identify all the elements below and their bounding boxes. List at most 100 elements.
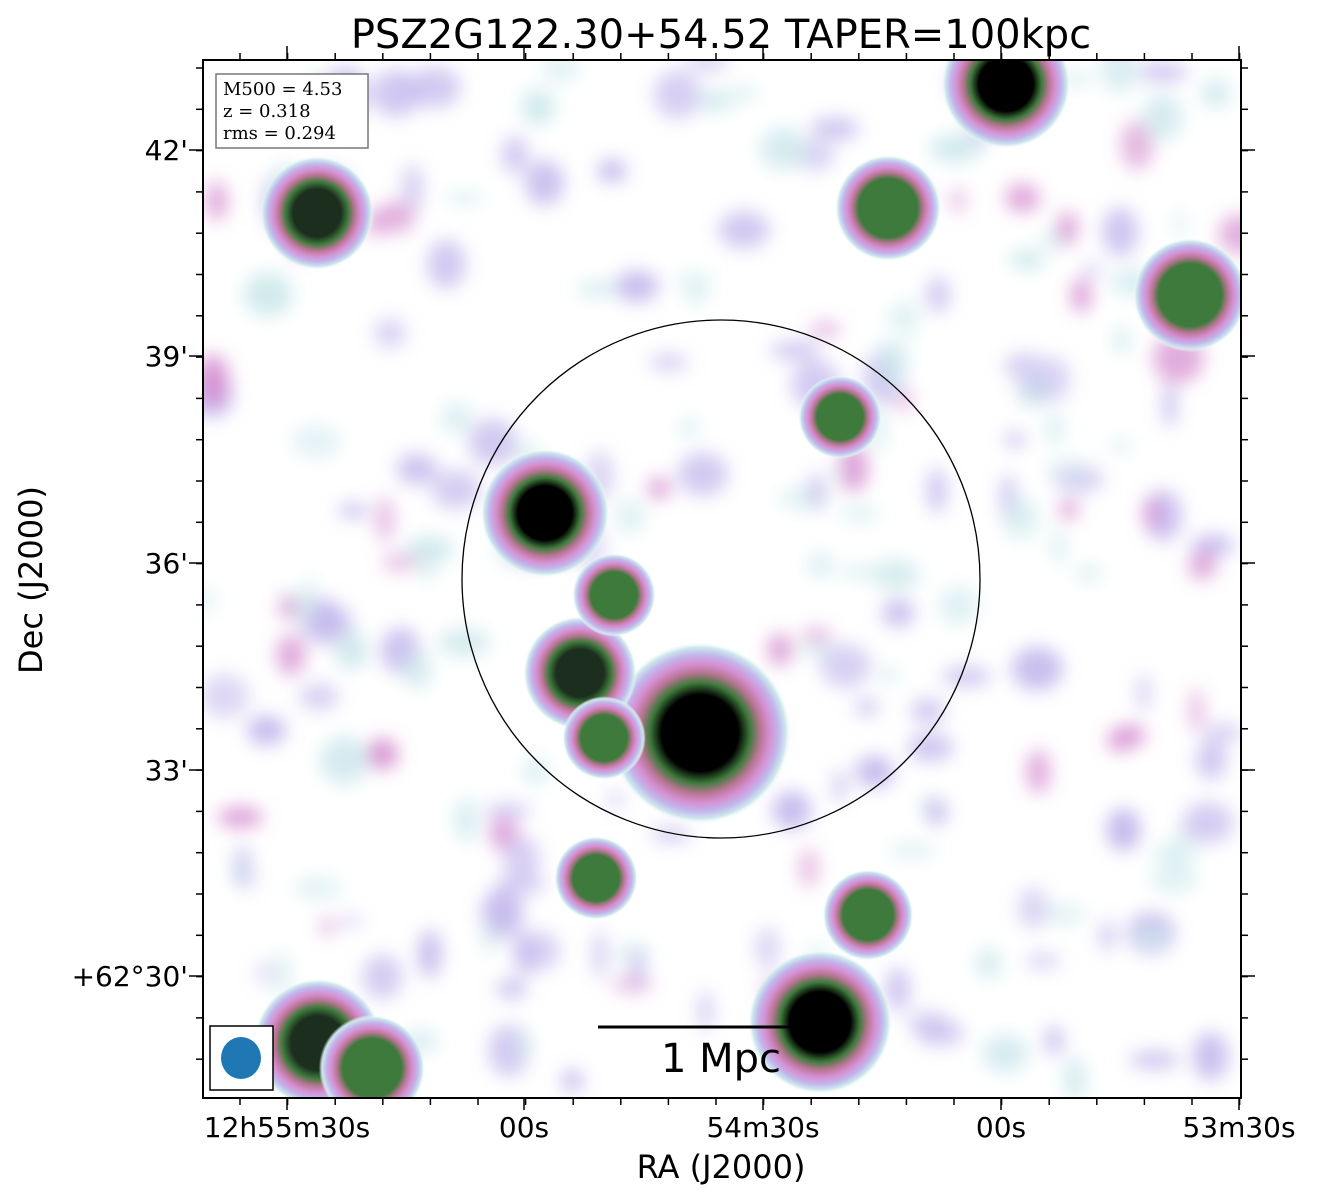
noise-blob [1011,646,1063,691]
noise-blob [1047,412,1061,446]
source-bottom-elongated [822,869,914,961]
noise-blob [276,634,306,676]
noise-blob [1109,438,1132,454]
noise-blob [1071,278,1091,313]
source-central-lower [562,696,646,780]
noise-blob [755,926,780,971]
noise-blob [610,977,653,992]
noise-blob [597,159,627,183]
x-tick-label: 54m30s [706,1111,819,1144]
noise-blob [810,322,841,336]
noise-blob [767,633,793,666]
axis-ticks [189,46,1255,1110]
noise-blob [697,90,731,112]
noise-blob [614,270,659,302]
noise-blob [375,496,395,543]
noise-blob [542,60,580,83]
source-far-right [1133,238,1241,352]
source-central-upper [480,448,610,578]
noise-blob [203,354,229,406]
noise-blob [1005,431,1025,448]
noise-blob [833,768,846,804]
y-tick-label: +62°30' [72,960,188,993]
noise-blob [653,70,701,119]
noise-blob [1044,1026,1064,1055]
noise-blob [417,538,439,582]
noise-blob [1135,926,1167,949]
noise-blob [445,191,484,205]
noise-blob [1189,688,1204,733]
noise-blob [367,738,398,770]
noise-blob [686,60,728,73]
noise-blob [243,272,293,317]
noise-blob [916,1020,965,1046]
noise-blob [879,667,899,683]
noise-blob [1082,263,1102,278]
noise-blob [381,553,419,572]
noise-blob [320,916,336,937]
noise-blob [1102,207,1139,257]
y-tick-label: 39' [145,340,188,373]
noise-blob [902,297,918,339]
noise-blob [927,467,947,514]
noise-blob [1004,353,1045,380]
noise-blob [468,418,518,466]
source-central-bright [608,641,792,825]
noise-blob [403,650,431,689]
source-upper-middle [834,154,942,262]
chart-title: PSZ2G122.30+54.52 TAPER=100kpc [351,12,1091,58]
source-top-left [260,156,374,270]
noise-blob [647,477,671,500]
noise-blob [1195,740,1227,780]
noise-blob [1137,64,1189,81]
noise-blob [1115,326,1129,355]
noise-blob [855,755,894,788]
noise-blob [238,873,256,886]
noise-blob [809,472,825,510]
noise-blob [615,499,646,534]
x-tick-label: 00s [976,1111,1026,1144]
noise-blob [362,954,403,1000]
y-tick-label: 36' [145,547,188,580]
y-axis-label: Dec (J2000) [12,486,50,674]
noise-blob [431,469,481,510]
noise-blob [1018,887,1049,929]
noise-blob [481,920,498,954]
noise-blob [206,181,227,221]
noise-blob [724,85,759,102]
source-bottom-left-b [318,1014,426,1098]
noise-blob [975,947,1002,979]
noise-blob [338,503,369,518]
noise-blob [680,417,698,438]
noise-blob [1129,1051,1180,1069]
x-tick-label: 12h55m30s [204,1111,371,1144]
noise-blob [203,673,249,719]
noise-blob [854,698,880,716]
noise-blob [1163,381,1177,428]
noise-blob [501,135,529,174]
noise-blob [496,978,528,999]
noise-blob [1009,248,1045,271]
noise-blob [402,163,424,213]
noise-blob [938,585,978,626]
noise-blob [759,127,809,170]
noise-blob [677,452,728,497]
x-tick-label: 53m30s [1182,1111,1295,1144]
noise-blob [293,876,343,900]
noise-blob [279,594,298,620]
noise-blob [810,117,860,140]
noise-blob [1201,79,1231,107]
noise-blob [926,276,950,314]
noise-blob [1153,842,1198,868]
noise-blob [1003,496,1039,540]
noise-blob [672,272,715,285]
source-bottom-right [747,949,893,1095]
noise-blob [910,698,946,724]
noise-blob [929,134,982,162]
info-redshift: z = 0.318 [223,101,311,122]
y-tick-label: 42' [145,134,188,167]
y-tick-label: 33' [145,754,188,787]
noise-blob [1057,211,1078,246]
noise-blob [517,931,560,971]
noise-blob [203,587,214,614]
